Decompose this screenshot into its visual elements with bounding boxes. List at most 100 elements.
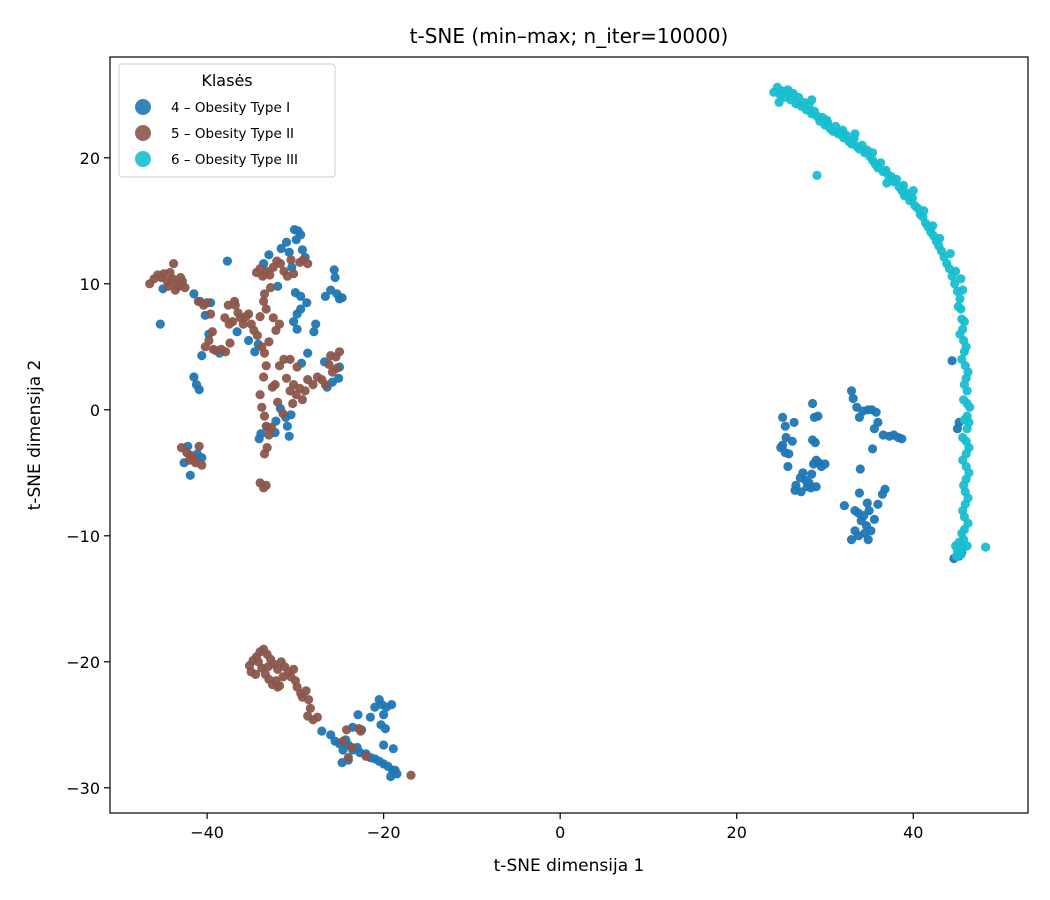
scatter-point-series-1 xyxy=(311,319,321,329)
scatter-point-series-3 xyxy=(963,367,973,377)
scatter-point-series-1 xyxy=(189,372,199,382)
scatter-point-series-2 xyxy=(170,285,180,295)
legend-marker-series-1 xyxy=(135,99,151,115)
scatter-point-series-1 xyxy=(244,335,254,346)
scatter-point-series-1 xyxy=(866,526,876,536)
scatter-point-series-2 xyxy=(255,390,265,400)
scatter-point-series-3 xyxy=(958,455,968,465)
y-tick-label: 0 xyxy=(90,401,100,420)
scatter-point-series-1 xyxy=(806,483,816,493)
scatter-point-series-2 xyxy=(259,372,269,382)
scatter-point-series-1 xyxy=(284,247,294,257)
scatter-point-series-3 xyxy=(876,158,886,168)
scatter-point-series-1 xyxy=(379,740,389,750)
scatter-point-series-2 xyxy=(273,682,283,692)
scatter-point-series-3 xyxy=(919,206,929,216)
scatter-point-series-1 xyxy=(232,327,242,337)
scatter-point-series-2 xyxy=(264,430,274,440)
scatter-point-series-3 xyxy=(955,294,965,304)
scatter-point-series-1 xyxy=(303,348,313,358)
scatter-point-series-3 xyxy=(958,506,968,516)
scatter-point-series-1 xyxy=(334,373,344,383)
scatter-point-series-3 xyxy=(964,443,974,453)
scatter-point-series-1 xyxy=(197,351,207,361)
scatter-point-series-1 xyxy=(839,501,850,511)
scatter-point-series-1 xyxy=(292,324,302,334)
scatter-point-series-3 xyxy=(891,174,902,184)
scatter-point-series-3 xyxy=(959,415,970,425)
scatter-point-series-2 xyxy=(342,725,352,735)
scatter-point-series-3 xyxy=(907,193,918,203)
scatter-point-series-2 xyxy=(289,380,299,390)
y-tick-label: −10 xyxy=(66,527,100,546)
scatter-point-series-1 xyxy=(365,712,375,722)
legend-box xyxy=(118,63,336,178)
x-tick-label: 20 xyxy=(727,823,747,842)
scatter-point-series-2 xyxy=(289,664,299,675)
scatter-point-series-2 xyxy=(246,667,256,677)
scatter-point-series-3 xyxy=(812,170,822,180)
scatter-point-series-2 xyxy=(259,449,270,459)
scatter-point-series-3 xyxy=(963,518,973,528)
scatter-point-series-1 xyxy=(863,535,873,545)
scatter-point-series-1 xyxy=(370,702,380,712)
scatter-point-series-2 xyxy=(202,298,212,308)
scatter-point-series-1 xyxy=(317,726,327,736)
scatter-point-series-2 xyxy=(332,363,342,373)
scatter-point-series-2 xyxy=(238,319,248,329)
x-tick-label: 0 xyxy=(555,823,565,842)
scatter-point-series-2 xyxy=(207,327,217,337)
scatter-point-series-1 xyxy=(846,386,857,396)
chart-title: t-SNE (min–max; n_iter=10000) xyxy=(410,24,729,48)
legend: Klasės 4 – Obesity Type I 5 – Obesity Typ… xyxy=(118,63,336,178)
scatter-point-series-2 xyxy=(268,313,278,323)
scatter-point-series-3 xyxy=(838,125,848,135)
scatter-point-series-2 xyxy=(197,460,207,470)
scatter-point-series-2 xyxy=(229,296,240,306)
scatter-point-series-3 xyxy=(959,380,970,390)
scatter-point-series-3 xyxy=(961,342,971,352)
scatter-point-series-2 xyxy=(200,342,210,352)
scatter-point-series-1 xyxy=(869,514,880,525)
scatter-point-series-3 xyxy=(935,233,945,243)
x-axis-ticks: −40 −20 0 20 40 xyxy=(190,813,923,842)
scatter-point-series-2 xyxy=(194,441,204,451)
scatter-point-series-3 xyxy=(951,266,961,276)
scatter-point-series-1 xyxy=(810,438,820,448)
scatter-point-series-2 xyxy=(259,289,270,299)
scatter-point-series-1 xyxy=(390,765,400,775)
scatter-point-series-1 xyxy=(286,410,296,420)
scatter-point-series-1 xyxy=(855,464,865,474)
scatter-point-series-3 xyxy=(959,480,969,490)
scatter-point-series-1 xyxy=(846,535,857,545)
scatter-point-series-1 xyxy=(189,289,199,299)
scatter-point-series-3 xyxy=(898,180,909,191)
y-tick-label: −30 xyxy=(66,779,100,798)
scatter-point-series-1 xyxy=(813,411,823,421)
scatter-point-series-3 xyxy=(957,528,967,538)
y-axis-ticks: −30 −20 −10 0 10 20 xyxy=(66,149,110,798)
scatter-point-series-1 xyxy=(798,468,808,478)
scatter-point-series-2 xyxy=(206,309,216,319)
y-axis-label: t-SNE dimensija 2 xyxy=(25,360,45,511)
legend-label-series-2: 5 – Obesity Type II xyxy=(171,126,294,142)
x-tick-label: 40 xyxy=(903,823,923,842)
scatter-point-series-1 xyxy=(848,393,858,404)
scatter-point-series-1 xyxy=(309,327,319,337)
scatter-point-series-2 xyxy=(297,692,307,702)
plot-area-frame xyxy=(109,56,1029,814)
scatter-point-series-3 xyxy=(958,432,968,443)
scatter-point-series-3 xyxy=(957,354,967,364)
scatter-point-series-1 xyxy=(820,459,830,469)
scatter-point-series-3 xyxy=(950,279,960,289)
scatter-point-series-1 xyxy=(284,431,294,441)
scatter-point-series-3 xyxy=(868,148,878,158)
scatter-point-series-1 xyxy=(296,291,306,301)
scatter-point-series-3 xyxy=(959,317,970,327)
scatter-point-series-2 xyxy=(289,269,299,279)
scatter-point-series-1 xyxy=(780,421,790,431)
scatter-point-series-1 xyxy=(776,443,786,453)
scatter-point-series-1 xyxy=(250,347,260,357)
scatter-point-series-1 xyxy=(282,421,292,431)
scatter-point-series-1 xyxy=(873,499,883,509)
